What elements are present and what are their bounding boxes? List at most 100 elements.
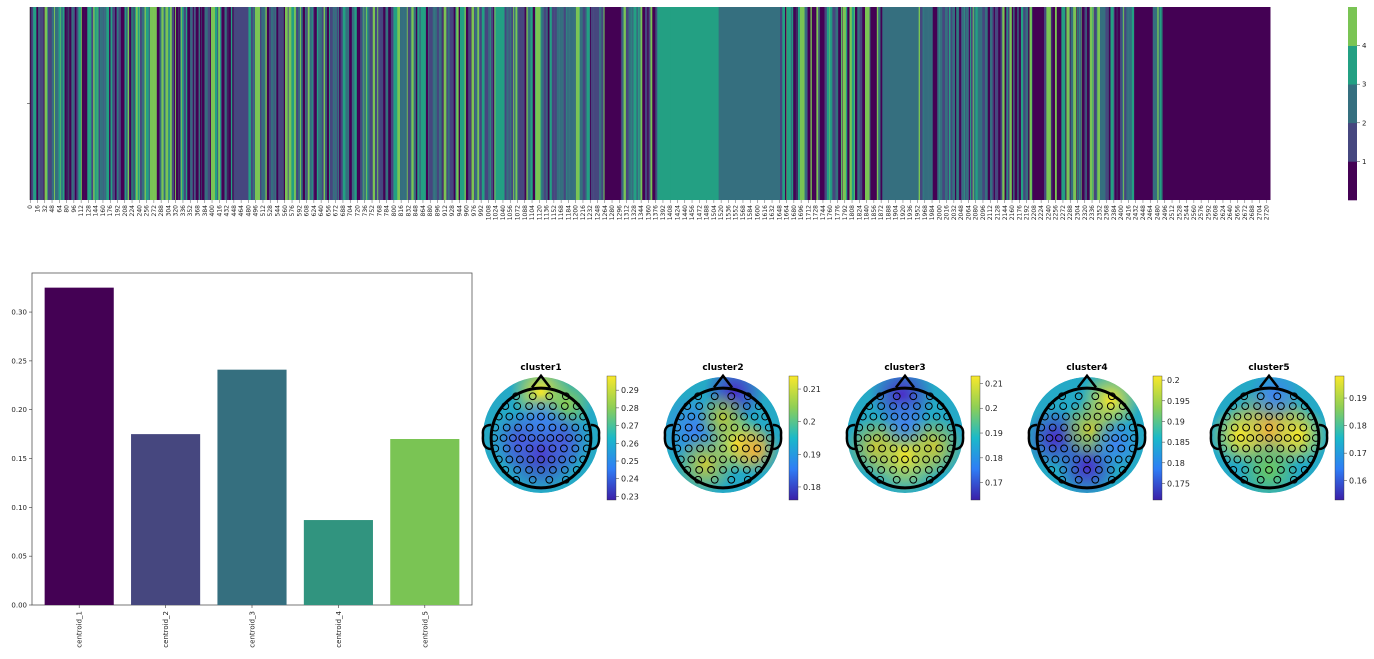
heatmap-stripe bbox=[407, 7, 411, 200]
electrode-marker bbox=[525, 402, 533, 411]
electrode-marker bbox=[499, 434, 508, 442]
heatmap-stripe bbox=[793, 7, 797, 200]
heatmap-stripe bbox=[1025, 7, 1029, 200]
heatmap-stripe bbox=[47, 7, 51, 200]
heatmap-stripe bbox=[1073, 7, 1074, 200]
heatmap-stripe bbox=[190, 7, 191, 200]
topomap-colorbar-tick-label: 0.175 bbox=[1167, 479, 1190, 488]
heatmap-segment bbox=[1032, 7, 1044, 200]
heatmap-x-tick-label: 2112 bbox=[987, 205, 994, 220]
heatmap-x-tick-label: 2480 bbox=[1155, 205, 1162, 220]
heatmap-stripe bbox=[1085, 7, 1088, 200]
heatmap-stripe bbox=[443, 7, 444, 200]
heatmap-x-tick-label: 256 bbox=[144, 205, 151, 217]
heatmap-stripe bbox=[518, 7, 522, 200]
electrode-marker bbox=[1062, 455, 1070, 464]
heatmap-stripe bbox=[431, 7, 434, 200]
heatmap-stripe bbox=[1084, 7, 1087, 200]
electrode-marker bbox=[1048, 423, 1057, 432]
heatmap-stripe bbox=[185, 7, 188, 200]
heatmap-stripe bbox=[930, 7, 934, 200]
electrode-marker bbox=[1104, 412, 1112, 421]
heatmap-x-tick-label: 1984 bbox=[929, 205, 936, 220]
electrode-marker bbox=[729, 455, 738, 464]
topomap-colorbar-tick-label: 0.18 bbox=[1349, 422, 1367, 431]
heatmap-x-tick-label: 368 bbox=[195, 205, 202, 217]
electrode-marker bbox=[878, 423, 887, 432]
heatmap-stripe bbox=[923, 7, 927, 200]
electrode-marker bbox=[1230, 444, 1239, 453]
heatmap-stripe bbox=[1020, 7, 1024, 200]
centroid-bar-chart: 0.00 0.05 0.10 0.15 0.20 0.25 0.30 centroid_1 ce… bbox=[11, 272, 473, 648]
heatmap-stripe bbox=[845, 7, 848, 200]
heatmap-stripe bbox=[201, 7, 205, 200]
electrode-marker bbox=[727, 475, 736, 484]
heatmap-stripe bbox=[38, 7, 40, 200]
heatmap-colorbar-band bbox=[1348, 45, 1357, 85]
heatmap-x-tick-label: 1616 bbox=[762, 205, 769, 220]
electrode-marker bbox=[741, 444, 750, 453]
heatmap-stripe bbox=[590, 7, 594, 200]
heatmap-stripe bbox=[1097, 7, 1101, 200]
electrode-marker bbox=[494, 455, 503, 464]
electrode-marker bbox=[922, 455, 930, 464]
heatmap-stripe bbox=[1018, 7, 1022, 200]
heatmap-stripe bbox=[254, 7, 256, 200]
heatmap-x-tick-label: 912 bbox=[442, 205, 449, 217]
electrode-marker bbox=[1240, 475, 1249, 484]
heatmap-stripe bbox=[148, 7, 151, 200]
electrode-marker bbox=[901, 444, 909, 453]
heatmap-stripe bbox=[1086, 7, 1089, 200]
heatmap-x-tick-label: 2528 bbox=[1176, 205, 1183, 220]
electrode-marker bbox=[1229, 466, 1238, 474]
heatmap-stripe bbox=[363, 7, 365, 200]
heatmap-x-tick-label: 32 bbox=[42, 205, 49, 213]
electrode-marker bbox=[494, 412, 503, 421]
heatmap-stripe bbox=[133, 7, 135, 200]
electrode-marker bbox=[1286, 455, 1294, 464]
heatmap-x-tick-label: 704 bbox=[347, 205, 354, 217]
heatmap-stripe bbox=[847, 7, 850, 200]
electrode-marker bbox=[491, 444, 500, 453]
heatmap-stripe bbox=[406, 7, 409, 200]
heatmap-x-tick-label: 1216 bbox=[580, 205, 587, 220]
heatmap-stripe bbox=[1157, 7, 1159, 200]
heatmap-stripe bbox=[1044, 7, 1047, 200]
heatmap-x-tick-label: 800 bbox=[391, 205, 398, 217]
heatmap-stripe bbox=[120, 7, 122, 200]
heatmap-stripe bbox=[535, 7, 537, 200]
heatmap-stripe bbox=[510, 7, 512, 200]
heatmap-stripe bbox=[1092, 7, 1094, 200]
heatmap-stripe bbox=[840, 7, 842, 200]
heatmap-x-tick-label: 2448 bbox=[1140, 205, 1147, 220]
heatmap-stripe bbox=[636, 7, 639, 200]
topomap-colorbar-tick-label: 0.17 bbox=[985, 479, 1003, 488]
electrode-marker bbox=[719, 412, 727, 421]
electrode-marker bbox=[866, 444, 875, 453]
heatmap-x-tick-label: 304 bbox=[165, 205, 172, 217]
heatmap-stripe bbox=[832, 7, 836, 200]
topomap-colorbar-tick-label: 0.2 bbox=[985, 404, 998, 413]
heatmap-stripe bbox=[475, 7, 478, 200]
heatmap-stripe bbox=[633, 7, 637, 200]
electrode-marker bbox=[1256, 475, 1265, 484]
heatmap-stripe bbox=[33, 7, 36, 200]
heatmap-stripe bbox=[181, 7, 184, 200]
heatmap-stripe bbox=[804, 7, 808, 200]
heatmap-stripe bbox=[379, 7, 382, 200]
heatmap-stripe bbox=[1074, 7, 1077, 200]
heatmap-stripe bbox=[870, 7, 874, 200]
heatmap-stripe bbox=[274, 7, 277, 200]
heatmap-x-tick-label: 832 bbox=[405, 205, 412, 217]
heatmap-x-tick-label: 192 bbox=[115, 205, 122, 217]
right-ear-outline bbox=[772, 423, 783, 451]
heatmap-x-tick-label: 2576 bbox=[1198, 205, 1205, 220]
electrode-marker bbox=[700, 434, 709, 442]
heatmap-stripe bbox=[95, 7, 98, 200]
heatmap-stripe bbox=[415, 7, 418, 200]
heatmap-stripe bbox=[361, 7, 364, 200]
electrode-marker bbox=[869, 455, 878, 464]
heatmap-stripe bbox=[378, 7, 379, 200]
electrode-marker bbox=[728, 434, 737, 442]
heatmap-x-tick-label: 1696 bbox=[798, 205, 805, 220]
